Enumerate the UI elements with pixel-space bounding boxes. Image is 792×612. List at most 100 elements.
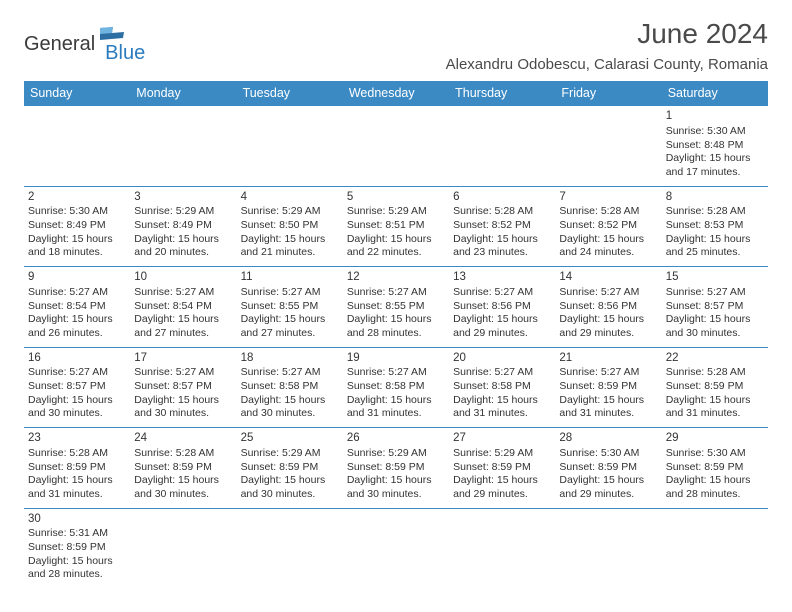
sunset-line: Sunset: 8:52 PM <box>453 219 551 233</box>
calendar-cell: 23Sunrise: 5:28 AMSunset: 8:59 PMDayligh… <box>24 428 130 509</box>
day-number: 5 <box>347 190 445 205</box>
sunrise-line: Sunrise: 5:29 AM <box>453 447 551 461</box>
calendar-cell <box>24 106 130 187</box>
day-number: 30 <box>28 512 126 527</box>
day-number: 15 <box>666 270 764 285</box>
day-number: 4 <box>241 190 339 205</box>
day-info: Sunrise: 5:27 AMSunset: 8:57 PMDaylight:… <box>134 366 232 421</box>
sunset-line: Sunset: 8:59 PM <box>666 380 764 394</box>
sunset-line: Sunset: 8:59 PM <box>453 461 551 475</box>
calendar-cell: 8Sunrise: 5:28 AMSunset: 8:53 PMDaylight… <box>662 186 768 267</box>
sunrise-line: Sunrise: 5:28 AM <box>666 205 764 219</box>
daylight-line: Daylight: 15 hours and 30 minutes. <box>347 474 445 501</box>
day-header: Monday <box>130 81 236 106</box>
calendar-cell: 29Sunrise: 5:30 AMSunset: 8:59 PMDayligh… <box>662 428 768 509</box>
day-info: Sunrise: 5:30 AMSunset: 8:59 PMDaylight:… <box>559 447 657 502</box>
calendar-cell <box>555 106 661 187</box>
day-info: Sunrise: 5:27 AMSunset: 8:58 PMDaylight:… <box>241 366 339 421</box>
daylight-line: Daylight: 15 hours and 29 minutes. <box>453 313 551 340</box>
calendar-cell: 6Sunrise: 5:28 AMSunset: 8:52 PMDaylight… <box>449 186 555 267</box>
sunset-line: Sunset: 8:50 PM <box>241 219 339 233</box>
day-number: 24 <box>134 431 232 446</box>
calendar-cell: 3Sunrise: 5:29 AMSunset: 8:49 PMDaylight… <box>130 186 236 267</box>
day-number: 8 <box>666 190 764 205</box>
calendar-cell <box>449 106 555 187</box>
daylight-line: Daylight: 15 hours and 26 minutes. <box>28 313 126 340</box>
day-number: 7 <box>559 190 657 205</box>
calendar-row: 23Sunrise: 5:28 AMSunset: 8:59 PMDayligh… <box>24 428 768 509</box>
day-number: 10 <box>134 270 232 285</box>
calendar-cell <box>449 508 555 588</box>
day-header: Sunday <box>24 81 130 106</box>
calendar-row: 9Sunrise: 5:27 AMSunset: 8:54 PMDaylight… <box>24 267 768 348</box>
sunrise-line: Sunrise: 5:29 AM <box>241 205 339 219</box>
daylight-line: Daylight: 15 hours and 27 minutes. <box>134 313 232 340</box>
calendar-table: Sunday Monday Tuesday Wednesday Thursday… <box>24 81 768 588</box>
day-number: 17 <box>134 351 232 366</box>
sunrise-line: Sunrise: 5:27 AM <box>134 286 232 300</box>
daylight-line: Daylight: 15 hours and 17 minutes. <box>666 152 764 179</box>
day-info: Sunrise: 5:27 AMSunset: 8:55 PMDaylight:… <box>241 286 339 341</box>
calendar-cell <box>343 106 449 187</box>
sunrise-line: Sunrise: 5:27 AM <box>347 286 445 300</box>
day-info: Sunrise: 5:27 AMSunset: 8:58 PMDaylight:… <box>347 366 445 421</box>
sunset-line: Sunset: 8:55 PM <box>241 300 339 314</box>
day-info: Sunrise: 5:28 AMSunset: 8:53 PMDaylight:… <box>666 205 764 260</box>
calendar-cell: 9Sunrise: 5:27 AMSunset: 8:54 PMDaylight… <box>24 267 130 348</box>
calendar-body: 1Sunrise: 5:30 AMSunset: 8:48 PMDaylight… <box>24 106 768 589</box>
day-number: 27 <box>453 431 551 446</box>
sunrise-line: Sunrise: 5:27 AM <box>453 286 551 300</box>
daylight-line: Daylight: 15 hours and 30 minutes. <box>134 474 232 501</box>
daylight-line: Daylight: 15 hours and 31 minutes. <box>347 394 445 421</box>
calendar-cell: 11Sunrise: 5:27 AMSunset: 8:55 PMDayligh… <box>237 267 343 348</box>
day-number: 14 <box>559 270 657 285</box>
sunset-line: Sunset: 8:48 PM <box>666 139 764 153</box>
daylight-line: Daylight: 15 hours and 18 minutes. <box>28 233 126 260</box>
daylight-line: Daylight: 15 hours and 30 minutes. <box>134 394 232 421</box>
day-number: 11 <box>241 270 339 285</box>
calendar-cell: 26Sunrise: 5:29 AMSunset: 8:59 PMDayligh… <box>343 428 449 509</box>
day-info: Sunrise: 5:29 AMSunset: 8:59 PMDaylight:… <box>241 447 339 502</box>
sunset-line: Sunset: 8:59 PM <box>241 461 339 475</box>
logo: General Blue <box>24 24 145 65</box>
day-info: Sunrise: 5:31 AMSunset: 8:59 PMDaylight:… <box>28 527 126 582</box>
day-info: Sunrise: 5:27 AMSunset: 8:55 PMDaylight:… <box>347 286 445 341</box>
day-info: Sunrise: 5:29 AMSunset: 8:49 PMDaylight:… <box>134 205 232 260</box>
calendar-row: 16Sunrise: 5:27 AMSunset: 8:57 PMDayligh… <box>24 347 768 428</box>
day-info: Sunrise: 5:27 AMSunset: 8:54 PMDaylight:… <box>28 286 126 341</box>
day-header: Thursday <box>449 81 555 106</box>
day-number: 20 <box>453 351 551 366</box>
day-header: Wednesday <box>343 81 449 106</box>
calendar-cell: 20Sunrise: 5:27 AMSunset: 8:58 PMDayligh… <box>449 347 555 428</box>
day-number: 29 <box>666 431 764 446</box>
sunrise-line: Sunrise: 5:29 AM <box>347 205 445 219</box>
sunrise-line: Sunrise: 5:30 AM <box>666 447 764 461</box>
daylight-line: Daylight: 15 hours and 31 minutes. <box>453 394 551 421</box>
sunrise-line: Sunrise: 5:27 AM <box>241 366 339 380</box>
sunset-line: Sunset: 8:59 PM <box>134 461 232 475</box>
calendar-cell <box>662 508 768 588</box>
daylight-line: Daylight: 15 hours and 23 minutes. <box>453 233 551 260</box>
day-header: Tuesday <box>237 81 343 106</box>
sunrise-line: Sunrise: 5:28 AM <box>134 447 232 461</box>
sunrise-line: Sunrise: 5:30 AM <box>28 205 126 219</box>
sunset-line: Sunset: 8:51 PM <box>347 219 445 233</box>
day-info: Sunrise: 5:27 AMSunset: 8:54 PMDaylight:… <box>134 286 232 341</box>
calendar-cell: 14Sunrise: 5:27 AMSunset: 8:56 PMDayligh… <box>555 267 661 348</box>
day-number: 18 <box>241 351 339 366</box>
sunset-line: Sunset: 8:59 PM <box>559 380 657 394</box>
daylight-line: Daylight: 15 hours and 24 minutes. <box>559 233 657 260</box>
day-info: Sunrise: 5:27 AMSunset: 8:56 PMDaylight:… <box>559 286 657 341</box>
day-info: Sunrise: 5:30 AMSunset: 8:59 PMDaylight:… <box>666 447 764 502</box>
daylight-line: Daylight: 15 hours and 30 minutes. <box>666 313 764 340</box>
day-info: Sunrise: 5:29 AMSunset: 8:51 PMDaylight:… <box>347 205 445 260</box>
sunrise-line: Sunrise: 5:31 AM <box>28 527 126 541</box>
day-info: Sunrise: 5:29 AMSunset: 8:59 PMDaylight:… <box>453 447 551 502</box>
sunset-line: Sunset: 8:53 PM <box>666 219 764 233</box>
daylight-line: Daylight: 15 hours and 31 minutes. <box>28 474 126 501</box>
day-number: 1 <box>666 109 764 124</box>
sunrise-line: Sunrise: 5:27 AM <box>134 366 232 380</box>
sunrise-line: Sunrise: 5:28 AM <box>28 447 126 461</box>
day-info: Sunrise: 5:30 AMSunset: 8:49 PMDaylight:… <box>28 205 126 260</box>
location: Alexandru Odobescu, Calarasi County, Rom… <box>446 56 768 73</box>
